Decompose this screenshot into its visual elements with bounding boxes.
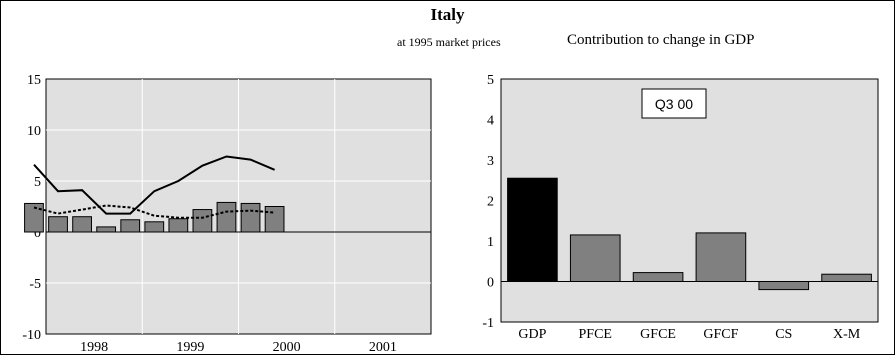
bar — [758, 281, 810, 291]
bar — [569, 234, 621, 283]
y-tick-label: 5 — [487, 73, 494, 88]
y-tick-label: 4 — [487, 114, 494, 129]
y-tick-label: 15 — [27, 73, 41, 88]
bar — [821, 273, 872, 282]
contribution-subtitle: Contribution to change in GDP — [567, 32, 755, 48]
y-tick-label: 10 — [27, 124, 41, 139]
annotation-box — [641, 88, 707, 119]
price-basis-subtitle: at 1995 market prices — [397, 35, 501, 49]
annotation-label: Q3 00 — [655, 96, 693, 112]
bar — [120, 219, 141, 233]
y-tick-label: 0 — [34, 226, 41, 241]
x-tick-label: GDP — [518, 327, 546, 342]
bar — [216, 201, 237, 233]
y-tick-label: 5 — [34, 175, 41, 190]
x-tick-label: CS — [775, 327, 792, 342]
chart-title: Italy — [430, 5, 465, 24]
x-tick-label: 2001 — [369, 340, 397, 355]
bar — [48, 216, 68, 233]
growth-line-dashed — [33, 204, 275, 219]
y-tick-label: 3 — [487, 154, 494, 169]
bar — [168, 218, 189, 233]
bar — [24, 202, 44, 233]
bar — [144, 221, 165, 233]
x-tick-label: 1998 — [80, 340, 108, 355]
y-tick-label: 1 — [487, 235, 494, 250]
bar — [695, 232, 747, 282]
x-tick-label: PFCE — [579, 327, 612, 342]
y-tick-label: -1 — [482, 316, 494, 331]
growth-line-solid — [33, 155, 275, 215]
x-tick-label: X-M — [833, 327, 861, 342]
bar — [632, 272, 684, 282]
y-tick-label: -10 — [22, 328, 41, 343]
x-tick-label: GFCF — [703, 327, 738, 342]
x-tick-label: 1999 — [176, 340, 204, 355]
x-tick-label: 2000 — [273, 340, 301, 355]
bar — [264, 206, 285, 233]
bar — [72, 216, 92, 233]
bar — [192, 209, 213, 233]
y-tick-label: 0 — [487, 276, 494, 291]
x-tick-label: GFCE — [640, 327, 676, 342]
y-tick-label: 2 — [487, 195, 494, 210]
bar — [507, 177, 558, 283]
y-tick-label: -5 — [29, 277, 41, 292]
bar — [96, 226, 117, 233]
